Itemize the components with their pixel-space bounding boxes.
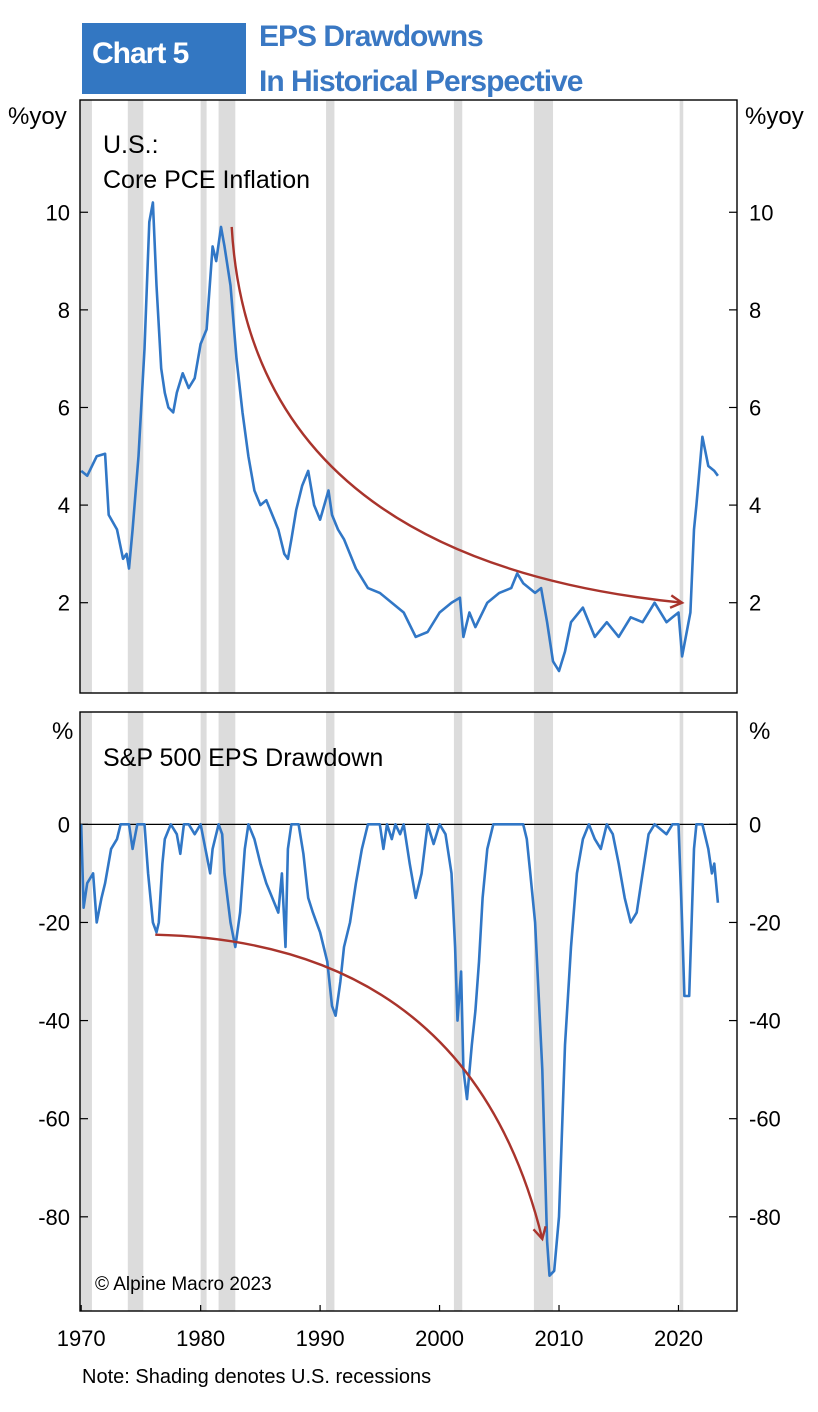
copyright-text: © Alpine Macro 2023 (95, 1274, 272, 1295)
bottom-ylabel-right: % (749, 718, 770, 745)
x-tick-label: 2010 (535, 1326, 584, 1351)
y-tick-label-right: 8 (749, 298, 761, 323)
trend-arrow (230, 226, 683, 604)
y-tick-label-right: -40 (749, 1009, 781, 1034)
arrow-head (669, 594, 685, 609)
y-tick-label-left: -60 (38, 1107, 70, 1132)
y-tick-label-left: -80 (38, 1205, 70, 1230)
recession-shading (200, 712, 207, 1311)
recession-shading (326, 100, 335, 693)
top-ylabel-right: %yoy (745, 103, 804, 130)
recession-shading (127, 712, 144, 1311)
y-tick-label-right: -80 (749, 1205, 781, 1230)
plot-frame (79, 711, 738, 1312)
trend-arrow (155, 933, 544, 1240)
x-tick-label: 1970 (57, 1326, 106, 1351)
y-tick-label-left: 8 (58, 298, 70, 323)
y-tick-label-left: 0 (58, 812, 70, 837)
recession-shading (679, 100, 684, 693)
y-tick-label-right: 0 (749, 812, 761, 837)
y-tick-label-right: 6 (749, 395, 761, 420)
x-tick-label: 2000 (415, 1326, 464, 1351)
y-tick-label-left: 2 (58, 591, 70, 616)
recession-shading (679, 712, 684, 1311)
chart-number: Chart 5 (92, 37, 189, 70)
bottom-panel-title: S&P 500 EPS Drawdown (103, 744, 383, 772)
recession-shading (533, 100, 554, 693)
recession-shading (326, 712, 335, 1311)
y-tick-label-left: 10 (46, 200, 70, 225)
y-tick-label-left: -20 (38, 910, 70, 935)
y-tick-label-right: 4 (749, 493, 761, 518)
recession-shading (453, 100, 463, 693)
x-tick-label: 2020 (654, 1326, 703, 1351)
recession-shading (218, 100, 236, 693)
recession-shading (533, 712, 554, 1311)
data-series-line (80, 201, 719, 673)
top-panel-title: U.S.: (103, 131, 159, 159)
recession-shading (80, 100, 92, 693)
chart-title-line1: EPS Drawdowns (259, 20, 484, 53)
bottom-ylabel-left: % (52, 718, 73, 745)
recession-shading (218, 712, 236, 1311)
arrow-head (532, 1226, 547, 1242)
recession-shading (80, 712, 92, 1311)
x-tick-label: 1990 (296, 1326, 345, 1351)
bottom-panel-eps-drawdown: 0 0 -20 -20 -40 -40 -60 -60 -80 -80 1970 1980 1990 20… (38, 711, 781, 1351)
chart-number-badge: Chart 5 (82, 23, 246, 94)
top-panel-subtitle: Core PCE Inflation (103, 166, 310, 194)
y-tick-label-left: 4 (58, 493, 70, 518)
y-tick-label-left: 6 (58, 395, 70, 420)
y-tick-label-right: 10 (749, 200, 773, 225)
y-tick-label-left: -40 (38, 1009, 70, 1034)
top-panel-inflation: 2 2 4 4 6 6 8 8 10 10 (46, 99, 773, 694)
y-tick-label-right: -60 (749, 1107, 781, 1132)
chart-title-line2: In Historical Perspective (259, 65, 583, 98)
y-tick-label-right: 2 (749, 591, 761, 616)
recession-shading (200, 100, 207, 693)
y-tick-label-right: -20 (749, 910, 781, 935)
plot-frame (79, 99, 738, 694)
top-ylabel-left: %yoy (8, 103, 67, 130)
data-series-line (79, 822, 720, 1277)
footnote: Note: Shading denotes U.S. recessions (82, 1366, 431, 1388)
x-tick-label: 1980 (176, 1326, 225, 1351)
